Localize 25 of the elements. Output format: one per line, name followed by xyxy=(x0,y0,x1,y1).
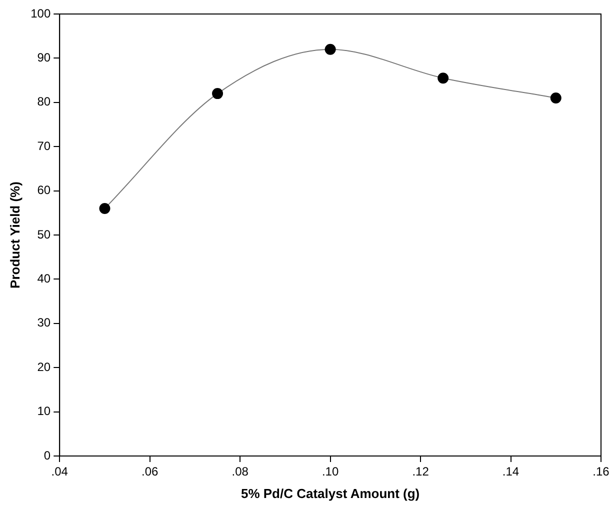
x-axis-title: 5% Pd/C Catalyst Amount (g) xyxy=(240,486,420,501)
point xyxy=(99,202,110,214)
x-tick-label: .12 xyxy=(412,464,430,479)
x-tick-label: .10 xyxy=(322,464,339,479)
y-tick-label: 80 xyxy=(37,94,51,109)
y-tick-label: 100 xyxy=(30,6,51,20)
x-tick-label: .04 xyxy=(51,464,68,479)
x-tick-label: .14 xyxy=(502,464,520,479)
y-tick-label: 0 xyxy=(44,448,51,462)
y-tick-label: 40 xyxy=(37,272,51,286)
x-tick-label: .06 xyxy=(142,464,159,479)
y-tick-label: 50 xyxy=(37,227,51,242)
y-tick-label: 60 xyxy=(37,183,51,198)
point xyxy=(324,44,336,55)
y-tick-label: 30 xyxy=(37,316,51,330)
y-tick-label: 70 xyxy=(37,138,51,153)
y-tick-label: 10 xyxy=(37,404,51,418)
point xyxy=(212,88,224,100)
x-tick-label: .16 xyxy=(592,464,610,479)
point xyxy=(550,92,562,104)
y-tick-label: 90 xyxy=(37,50,51,65)
point xyxy=(438,72,449,84)
x-tick-label: .08 xyxy=(232,464,249,479)
y-tick-label: 20 xyxy=(37,360,51,374)
y-axis-title: Product Yield (%) xyxy=(7,182,22,288)
